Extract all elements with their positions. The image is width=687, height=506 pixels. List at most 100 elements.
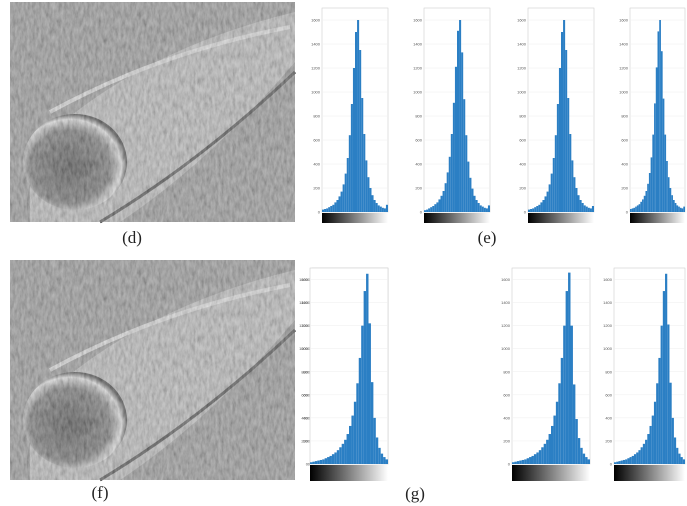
y-tick-label: 800 bbox=[313, 114, 320, 119]
histogram-bar bbox=[662, 291, 666, 464]
histogram-bar bbox=[652, 134, 655, 212]
histogram-bar bbox=[554, 135, 557, 212]
histogram-bar bbox=[546, 439, 549, 464]
histogram-bar bbox=[529, 457, 532, 464]
histogram-bar bbox=[438, 199, 441, 212]
histogram-bar bbox=[512, 462, 515, 464]
histogram-bar bbox=[669, 188, 672, 212]
histogram-bar bbox=[312, 461, 315, 464]
histogram-bar bbox=[645, 439, 648, 464]
histogram-bar bbox=[533, 454, 537, 464]
histogram-bar bbox=[681, 208, 684, 212]
histogram-bar bbox=[654, 103, 656, 212]
y-tick-label: 1400 bbox=[501, 300, 511, 305]
histogram-bar bbox=[647, 434, 650, 464]
histogram-bar bbox=[341, 443, 345, 464]
histogram-bar bbox=[679, 207, 682, 212]
histogram-bar bbox=[317, 460, 320, 464]
histogram-bar bbox=[565, 50, 568, 212]
histogram-bar bbox=[385, 459, 388, 464]
caption: (f) bbox=[92, 483, 109, 502]
histogram-bar bbox=[638, 204, 641, 212]
y-tick-label: 800 bbox=[503, 369, 510, 374]
histogram-bar bbox=[524, 459, 527, 464]
y-tick-label: 1000 bbox=[299, 346, 309, 351]
y-tick-label: 400 bbox=[303, 415, 310, 420]
histogram-bar bbox=[361, 98, 364, 212]
y-tick-label: 1200 bbox=[619, 66, 629, 71]
y-tick-label: 1400 bbox=[301, 300, 311, 305]
image-f bbox=[10, 260, 295, 480]
histogram-bar bbox=[642, 443, 646, 464]
histogram-bar bbox=[349, 425, 352, 464]
y-tick-label: 600 bbox=[519, 138, 526, 143]
histogram-bar bbox=[676, 447, 679, 464]
histogram-bar bbox=[550, 173, 553, 212]
histogram-bar bbox=[660, 325, 663, 464]
histogram-bar bbox=[647, 183, 649, 212]
y-tick-label: 600 bbox=[301, 392, 308, 397]
histogram-bar bbox=[651, 415, 654, 464]
histogram-bar bbox=[671, 417, 674, 464]
y-tick-label: 1200 bbox=[311, 66, 321, 71]
histogram-bar bbox=[370, 382, 374, 464]
histogram-bar bbox=[428, 208, 431, 212]
y-tick-label: 1000 bbox=[311, 90, 321, 95]
histogram-bar bbox=[575, 419, 578, 464]
histogram-bar bbox=[627, 458, 630, 464]
histogram-bar bbox=[366, 273, 369, 464]
histogram-bar bbox=[373, 200, 376, 212]
histogram-bar bbox=[585, 457, 588, 464]
histogram-bar bbox=[682, 459, 685, 464]
histogram-bar bbox=[638, 450, 641, 464]
histogram-bar bbox=[528, 209, 531, 212]
histogram-bar bbox=[543, 443, 547, 464]
histogram-bar bbox=[683, 206, 685, 212]
histogram-bar bbox=[334, 452, 337, 464]
histogram-bar bbox=[430, 207, 433, 212]
y-tick-label: 200 bbox=[303, 438, 310, 443]
histogram-bar bbox=[571, 160, 574, 212]
y-tick-label: 0 bbox=[524, 210, 527, 215]
histogram-bar bbox=[622, 459, 626, 464]
y-tick-label: 600 bbox=[313, 138, 320, 143]
histogram-bar bbox=[352, 68, 355, 212]
histogram-bar bbox=[385, 204, 388, 212]
histogram-bar bbox=[631, 455, 634, 464]
y-tick-label: 200 bbox=[503, 438, 510, 443]
histogram-bar bbox=[563, 20, 566, 212]
histogram-bar bbox=[551, 425, 554, 464]
histogram-bar bbox=[351, 415, 354, 464]
histogram-bar bbox=[519, 460, 522, 464]
histogram-bar bbox=[381, 207, 384, 212]
histogram-bar bbox=[531, 455, 534, 464]
histogram-bar bbox=[365, 160, 368, 212]
colorbar bbox=[310, 465, 388, 481]
y-tick-label: 200 bbox=[415, 186, 422, 191]
histogram-bar bbox=[591, 206, 594, 212]
histogram-bar bbox=[348, 135, 351, 212]
y-tick-label: 1600 bbox=[603, 277, 613, 282]
histogram-bar bbox=[630, 209, 632, 212]
histogram-bar bbox=[657, 31, 660, 213]
histogram-bar bbox=[463, 99, 466, 212]
y-tick-label: 1600 bbox=[301, 277, 311, 282]
histogram-bar bbox=[310, 462, 313, 464]
y-tick-label: 600 bbox=[621, 138, 628, 143]
colorbar bbox=[322, 213, 388, 223]
histogram-bar bbox=[329, 455, 332, 464]
y-tick-label: 600 bbox=[415, 138, 422, 143]
y-tick-label: 800 bbox=[605, 369, 612, 374]
histogram-bar bbox=[649, 425, 652, 464]
histogram-bar bbox=[659, 20, 661, 212]
y-tick-label: 1600 bbox=[517, 18, 527, 23]
y-tick-label: 0 bbox=[508, 462, 511, 467]
histogram-bar bbox=[581, 203, 584, 212]
histogram-bar bbox=[666, 161, 668, 212]
histogram-bar bbox=[587, 207, 590, 212]
histogram-bar bbox=[673, 437, 677, 464]
histogram-bar bbox=[331, 454, 335, 464]
y-tick-label: 400 bbox=[621, 162, 628, 167]
histogram-bar bbox=[669, 382, 672, 464]
histogram-bar bbox=[582, 453, 586, 464]
